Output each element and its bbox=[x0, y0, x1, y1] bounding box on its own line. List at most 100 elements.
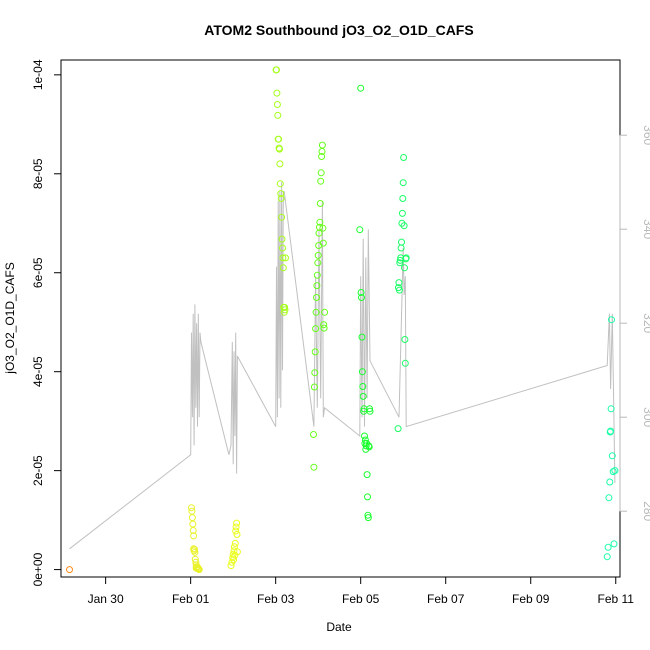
y-tick-label: 6e-05 bbox=[31, 257, 45, 288]
data-point bbox=[399, 179, 407, 187]
x-tick-label: Feb 01 bbox=[172, 592, 210, 606]
data-point bbox=[603, 553, 611, 561]
x-tick-label: Feb 11 bbox=[598, 592, 635, 606]
data-point bbox=[362, 442, 370, 450]
data-point bbox=[311, 348, 319, 356]
data-point bbox=[318, 141, 326, 149]
plot-frame bbox=[60, 59, 621, 578]
y-axis-right: 280 300 320 340 360 bbox=[619, 125, 650, 522]
data-point bbox=[232, 523, 240, 531]
data-point bbox=[188, 504, 195, 512]
data-point bbox=[400, 154, 408, 161]
y-tick-label: 4e-05 bbox=[31, 356, 45, 387]
data-point bbox=[359, 383, 367, 390]
data-point bbox=[317, 177, 325, 185]
y-tick-label: 0e+00 bbox=[31, 552, 45, 586]
data-point bbox=[395, 279, 403, 287]
data-point bbox=[358, 368, 366, 376]
data-point bbox=[227, 562, 235, 570]
data-point bbox=[191, 545, 198, 553]
data-point bbox=[356, 226, 364, 234]
data-point bbox=[231, 539, 239, 547]
data-point bbox=[366, 405, 374, 413]
data-point bbox=[282, 254, 289, 262]
data-point bbox=[608, 452, 616, 460]
data-point bbox=[313, 271, 321, 279]
data-point bbox=[310, 463, 318, 471]
data-point bbox=[276, 160, 284, 168]
data-point bbox=[188, 514, 196, 522]
data-point bbox=[366, 407, 374, 415]
data-point bbox=[361, 432, 368, 440]
data-point bbox=[195, 566, 203, 574]
data-point bbox=[401, 264, 408, 272]
x-tick-label: Feb 05 bbox=[342, 592, 380, 606]
data-point bbox=[190, 532, 198, 540]
data-point bbox=[273, 66, 280, 74]
data-point bbox=[276, 180, 284, 188]
data-point bbox=[189, 527, 197, 534]
data-point bbox=[230, 556, 238, 564]
y-tick-label: 8e-05 bbox=[31, 158, 45, 189]
data-point bbox=[277, 190, 285, 198]
x-axis: Jan 30 Feb 01 Feb 03 Feb 05 Feb 07 Feb 09 Feb … bbox=[88, 576, 635, 606]
data-point bbox=[320, 321, 328, 329]
data-point bbox=[189, 520, 197, 528]
secondary-series-layer bbox=[69, 182, 616, 550]
y-right-tick-label: 360 bbox=[641, 125, 650, 145]
data-point bbox=[611, 467, 619, 475]
data-point bbox=[312, 325, 320, 333]
data-point bbox=[398, 219, 406, 227]
y-right-tick-label: 340 bbox=[641, 219, 650, 239]
data-point bbox=[395, 286, 403, 294]
data-point bbox=[313, 282, 321, 290]
data-point bbox=[277, 195, 285, 202]
data-point bbox=[401, 336, 409, 343]
y-right-tick-label: 320 bbox=[641, 313, 650, 333]
data-point bbox=[608, 316, 615, 324]
secondary-series-line bbox=[69, 182, 616, 550]
x-tick-label: Feb 03 bbox=[257, 592, 295, 606]
data-point bbox=[319, 239, 327, 247]
data-point bbox=[312, 308, 320, 316]
data-point bbox=[607, 405, 615, 413]
data-point bbox=[278, 213, 286, 221]
data-point bbox=[281, 303, 289, 311]
data-point bbox=[398, 209, 406, 217]
data-point bbox=[66, 566, 73, 574]
y-axis-left: 0e+00 2e-05 4e-05 6e-05 8e-05 1e-04 bbox=[31, 59, 62, 586]
data-point bbox=[364, 511, 372, 519]
data-point bbox=[314, 259, 322, 267]
chart-title: ATOM2 Southbound jO3_O2_O1D_CAFS bbox=[204, 22, 473, 38]
data-point bbox=[318, 153, 326, 160]
data-point bbox=[279, 254, 287, 262]
data-point bbox=[230, 543, 238, 551]
data-point bbox=[316, 200, 324, 207]
y-tick-label: 2e-05 bbox=[31, 455, 45, 486]
data-point bbox=[233, 548, 241, 556]
y-right-tick-label: 300 bbox=[641, 407, 650, 427]
data-point bbox=[281, 306, 289, 314]
data-point bbox=[310, 383, 318, 391]
data-point bbox=[396, 259, 404, 267]
data-point bbox=[279, 264, 287, 272]
data-point bbox=[364, 514, 372, 522]
data-point bbox=[191, 548, 199, 556]
data-point bbox=[357, 289, 365, 296]
data-point bbox=[319, 224, 327, 232]
data-point bbox=[188, 507, 196, 515]
data-point bbox=[609, 468, 617, 476]
data-point bbox=[607, 427, 615, 435]
x-tick-label: Jan 30 bbox=[88, 592, 124, 606]
data-point bbox=[275, 135, 283, 143]
data-point bbox=[321, 308, 329, 316]
x-axis-label: Date bbox=[326, 620, 352, 634]
y-axis-label: jO3_O2_O1D_CAFS bbox=[3, 262, 17, 374]
data-point bbox=[400, 222, 408, 230]
data-point bbox=[606, 478, 614, 486]
x-tick-label: Feb 09 bbox=[512, 592, 550, 606]
data-point bbox=[279, 244, 286, 252]
y-tick-label: 1e-04 bbox=[31, 59, 45, 90]
data-point bbox=[311, 369, 319, 377]
